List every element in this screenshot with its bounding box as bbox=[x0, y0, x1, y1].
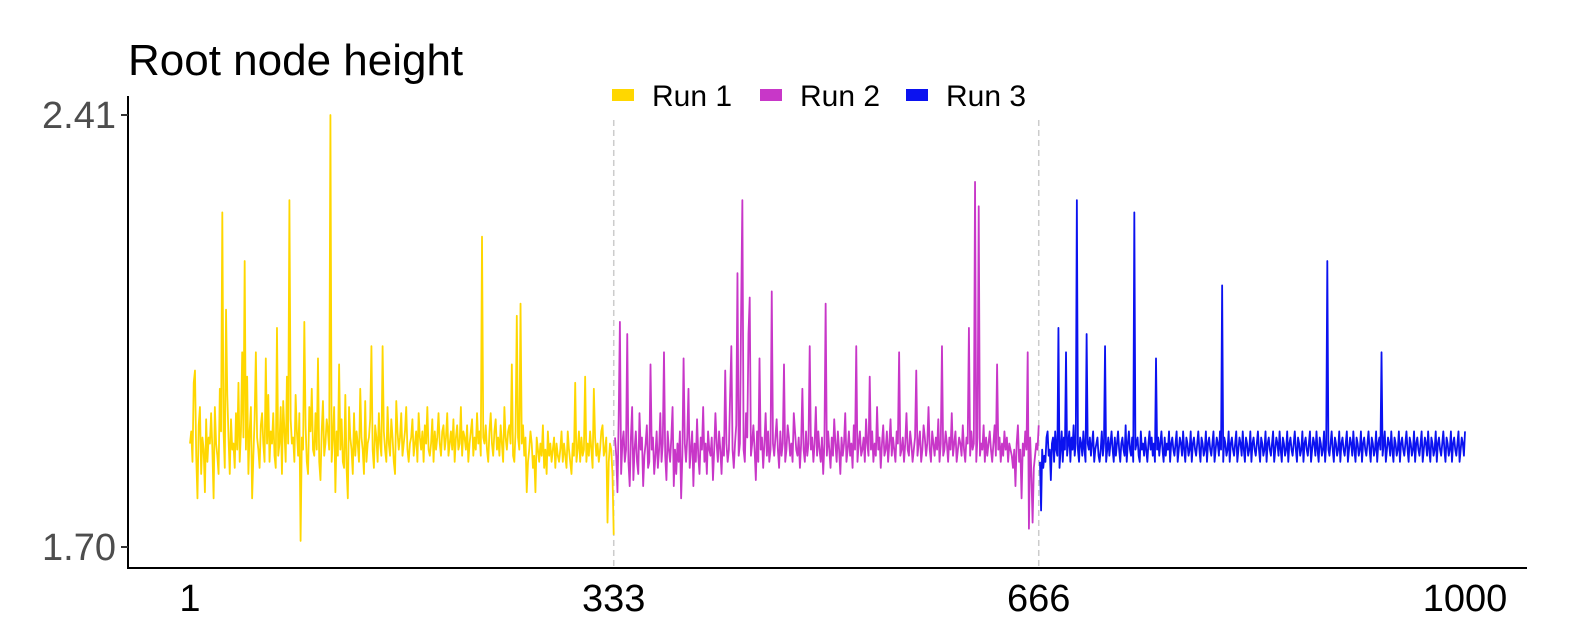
x-tick-label: 1000 bbox=[1423, 578, 1508, 620]
series-line-run-3 bbox=[1039, 199, 1466, 512]
legend-swatch-run-2 bbox=[760, 89, 782, 101]
y-tick-label: 2.41 bbox=[42, 95, 116, 137]
legend-label-run-3: Run 3 bbox=[946, 80, 1026, 113]
y-tick-label: 1.70 bbox=[42, 527, 116, 569]
chart-title: Root node height bbox=[128, 36, 463, 85]
legend: Run 1 Run 2 Run 3 bbox=[612, 80, 1026, 113]
x-tick-label: 1 bbox=[179, 578, 200, 620]
series-line-run-2 bbox=[614, 181, 1040, 530]
legend-label-run-1: Run 1 bbox=[652, 80, 732, 113]
legend-swatch-run-3 bbox=[906, 89, 928, 101]
series-line-run-1 bbox=[189, 114, 615, 542]
legend-swatch-run-1 bbox=[612, 89, 634, 101]
x-tick-label: 666 bbox=[1007, 578, 1070, 620]
x-tick-label: 333 bbox=[582, 578, 645, 620]
legend-label-run-2: Run 2 bbox=[800, 80, 880, 113]
